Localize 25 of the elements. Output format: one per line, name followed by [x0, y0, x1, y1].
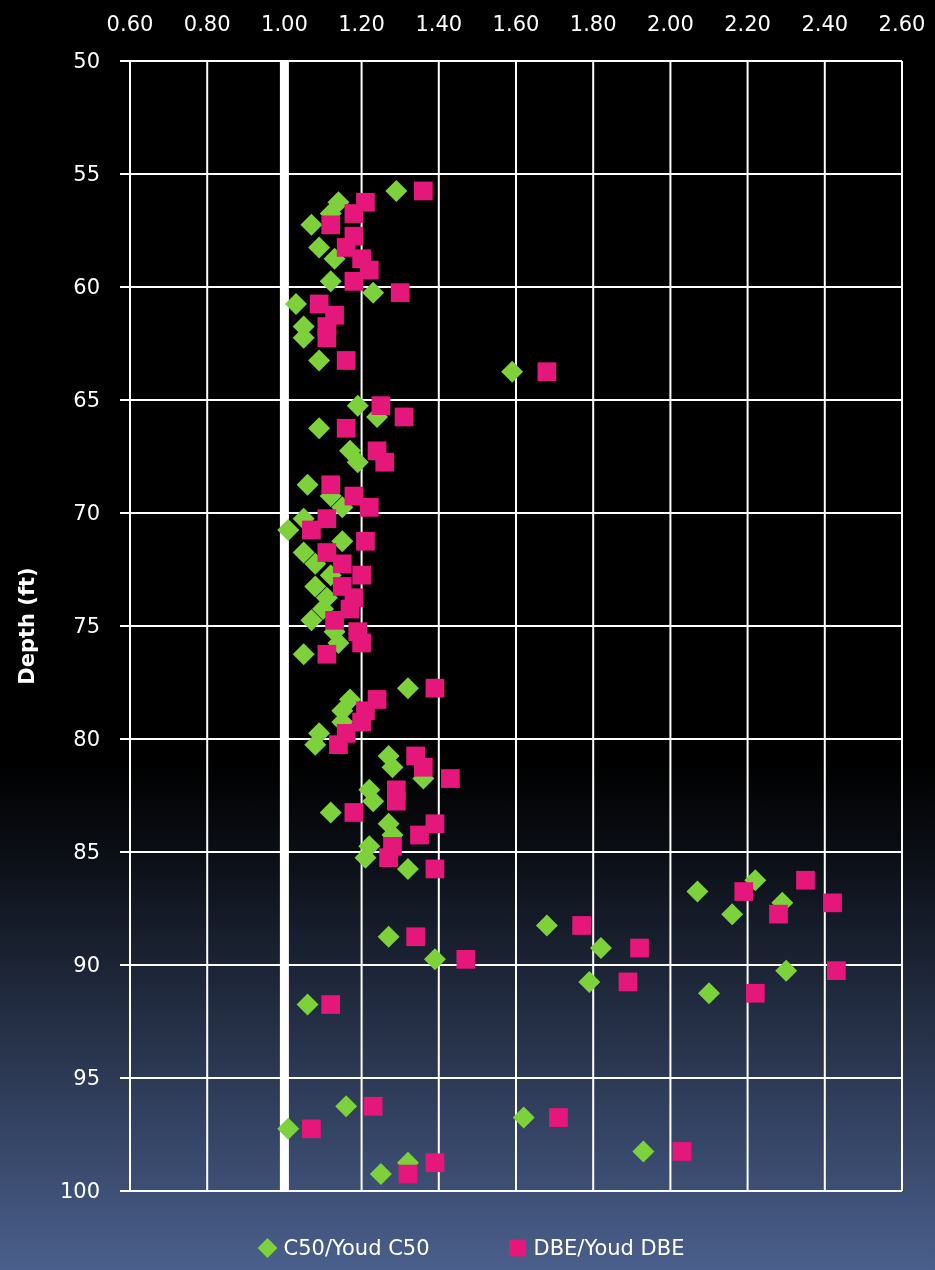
y-tick-label: 60	[73, 275, 100, 300]
x-tick-label: 2.00	[647, 12, 694, 36]
x-tick-label: 2.20	[724, 12, 771, 36]
y-tick-label: 100	[59, 1179, 100, 1204]
y-tick-label: 90	[73, 953, 100, 978]
x-tick-label: 2.60	[878, 12, 926, 36]
y-axis-title: Depth (ft)	[15, 567, 39, 685]
x-tick-label: 0.80	[183, 12, 231, 36]
x-tick-label: 1.60	[492, 12, 540, 36]
x-tick-label: 0.60	[106, 12, 154, 36]
x-tick-label: 1.80	[569, 12, 617, 36]
x-tick-label: 2.40	[801, 12, 849, 36]
y-tick-label: 70	[73, 501, 100, 526]
y-tick-label: 75	[73, 614, 100, 639]
y-tick-label: 55	[73, 162, 100, 187]
y-tick-label: 50	[73, 49, 100, 74]
y-tick-label: 80	[73, 727, 100, 752]
y-tick-label: 95	[73, 1066, 100, 1091]
x-tick-label: 1.00	[261, 12, 308, 36]
x-tick-label: 1.20	[338, 12, 385, 36]
legend-label: DBE/Youd DBE	[533, 1236, 685, 1261]
x-tick-label: 1.40	[415, 12, 463, 36]
y-tick-label: 65	[73, 388, 100, 413]
y-tick-label: 85	[73, 840, 100, 865]
legend-label: C50/Youd C50	[283, 1236, 430, 1261]
